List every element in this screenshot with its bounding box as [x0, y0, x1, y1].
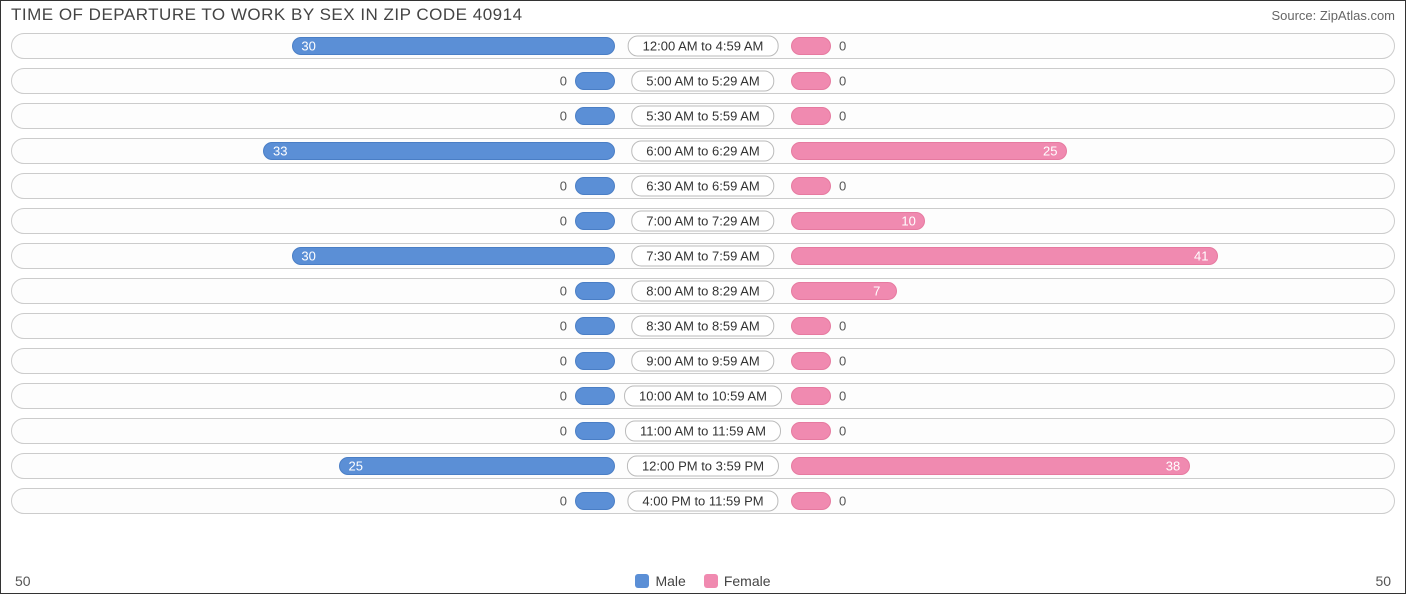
female-bar — [791, 247, 1218, 265]
male-value: 0 — [560, 214, 567, 229]
male-value: 0 — [560, 284, 567, 299]
legend-male-label: Male — [655, 573, 685, 589]
time-range-label: 7:30 AM to 7:59 AM — [631, 246, 774, 267]
male-bar — [575, 492, 615, 510]
female-bar — [791, 142, 1067, 160]
row-track: 5:30 AM to 5:59 AM 0 0 — [11, 103, 1395, 129]
row-track: 7:00 AM to 7:29 AM 0 10 — [11, 208, 1395, 234]
female-bar — [791, 37, 831, 55]
male-bar — [263, 142, 615, 160]
time-range-label: 10:00 AM to 10:59 AM — [624, 386, 782, 407]
row-track: 9:00 AM to 9:59 AM 0 0 — [11, 348, 1395, 374]
time-range-label: 5:30 AM to 5:59 AM — [631, 106, 774, 127]
female-value: 25 — [1043, 144, 1057, 159]
male-value: 0 — [560, 354, 567, 369]
male-value: 30 — [301, 249, 315, 264]
chart-header: TIME OF DEPARTURE TO WORK BY SEX IN ZIP … — [1, 1, 1405, 33]
female-value: 38 — [1166, 459, 1180, 474]
time-range-label: 9:00 AM to 9:59 AM — [631, 351, 774, 372]
female-bar — [791, 72, 831, 90]
female-bar — [791, 107, 831, 125]
time-range-label: 5:00 AM to 5:29 AM — [631, 71, 774, 92]
row-track: 6:30 AM to 6:59 AM 0 0 — [11, 173, 1395, 199]
female-bar — [791, 317, 831, 335]
row-track: 8:00 AM to 8:29 AM 0 7 — [11, 278, 1395, 304]
male-bar — [575, 177, 615, 195]
time-range-label: 6:30 AM to 6:59 AM — [631, 176, 774, 197]
male-value: 33 — [273, 144, 287, 159]
time-range-label: 4:00 PM to 11:59 PM — [627, 491, 778, 512]
female-value: 0 — [839, 424, 846, 439]
male-bar — [292, 247, 615, 265]
legend-male: Male — [635, 573, 685, 589]
chart-container: TIME OF DEPARTURE TO WORK BY SEX IN ZIP … — [0, 0, 1406, 594]
male-value: 0 — [560, 319, 567, 334]
male-value: 0 — [560, 389, 567, 404]
axis-max-right: 50 — [771, 573, 1391, 589]
female-value: 0 — [839, 389, 846, 404]
legend-female-label: Female — [724, 573, 771, 589]
male-bar — [575, 107, 615, 125]
female-bar — [791, 492, 831, 510]
male-value: 25 — [349, 459, 363, 474]
male-bar — [339, 457, 615, 475]
time-range-label: 6:00 AM to 6:29 AM — [631, 141, 774, 162]
male-bar — [575, 387, 615, 405]
male-bar — [575, 282, 615, 300]
swatch-female — [704, 574, 718, 588]
row-track: 6:00 AM to 6:29 AM 33 25 — [11, 138, 1395, 164]
male-value: 0 — [560, 494, 567, 509]
male-bar — [575, 212, 615, 230]
time-range-label: 12:00 PM to 3:59 PM — [627, 456, 779, 477]
male-bar — [575, 422, 615, 440]
chart-source: Source: ZipAtlas.com — [1271, 8, 1395, 23]
axis-max-left: 50 — [15, 573, 635, 589]
chart-footer: 50 Male Female 50 — [1, 573, 1405, 589]
row-track: 7:30 AM to 7:59 AM 30 41 — [11, 243, 1395, 269]
male-bar — [575, 317, 615, 335]
row-track: 4:00 PM to 11:59 PM 0 0 — [11, 488, 1395, 514]
male-value: 0 — [560, 109, 567, 124]
male-value: 0 — [560, 179, 567, 194]
female-value: 7 — [873, 284, 880, 299]
male-value: 0 — [560, 74, 567, 89]
time-range-label: 11:00 AM to 11:59 AM — [625, 421, 781, 442]
male-value: 30 — [301, 39, 315, 54]
female-bar — [791, 282, 897, 300]
female-value: 0 — [839, 109, 846, 124]
rows-area: 12:00 AM to 4:59 AM3005:00 AM to 5:29 AM… — [1, 33, 1405, 514]
female-value: 0 — [839, 179, 846, 194]
legend-female: Female — [704, 573, 771, 589]
female-bar — [791, 352, 831, 370]
male-value: 0 — [560, 424, 567, 439]
row-track: 8:30 AM to 8:59 AM 0 0 — [11, 313, 1395, 339]
female-value: 0 — [839, 494, 846, 509]
row-track: 11:00 AM to 11:59 AM 0 0 — [11, 418, 1395, 444]
female-bar — [791, 457, 1190, 475]
row-track: 12:00 PM to 3:59 PM 25 38 — [11, 453, 1395, 479]
time-range-label: 12:00 AM to 4:59 AM — [628, 36, 779, 57]
chart-title: TIME OF DEPARTURE TO WORK BY SEX IN ZIP … — [11, 5, 523, 25]
female-value: 10 — [901, 214, 915, 229]
female-value: 0 — [839, 354, 846, 369]
female-bar — [791, 177, 831, 195]
time-range-label: 7:00 AM to 7:29 AM — [631, 211, 774, 232]
time-range-label: 8:30 AM to 8:59 AM — [631, 316, 774, 337]
female-value: 0 — [839, 319, 846, 334]
female-value: 41 — [1194, 249, 1208, 264]
swatch-male — [635, 574, 649, 588]
row-track: 5:00 AM to 5:29 AM 0 0 — [11, 68, 1395, 94]
female-bar — [791, 422, 831, 440]
male-bar — [575, 352, 615, 370]
female-bar — [791, 387, 831, 405]
time-range-label: 8:00 AM to 8:29 AM — [631, 281, 774, 302]
male-bar — [292, 37, 615, 55]
legend: Male Female — [635, 573, 770, 589]
row-track: 10:00 AM to 10:59 AM 0 0 — [11, 383, 1395, 409]
row-track: 12:00 AM to 4:59 AM 30 0 — [11, 33, 1395, 59]
male-bar — [575, 72, 615, 90]
female-value: 0 — [839, 39, 846, 54]
female-value: 0 — [839, 74, 846, 89]
